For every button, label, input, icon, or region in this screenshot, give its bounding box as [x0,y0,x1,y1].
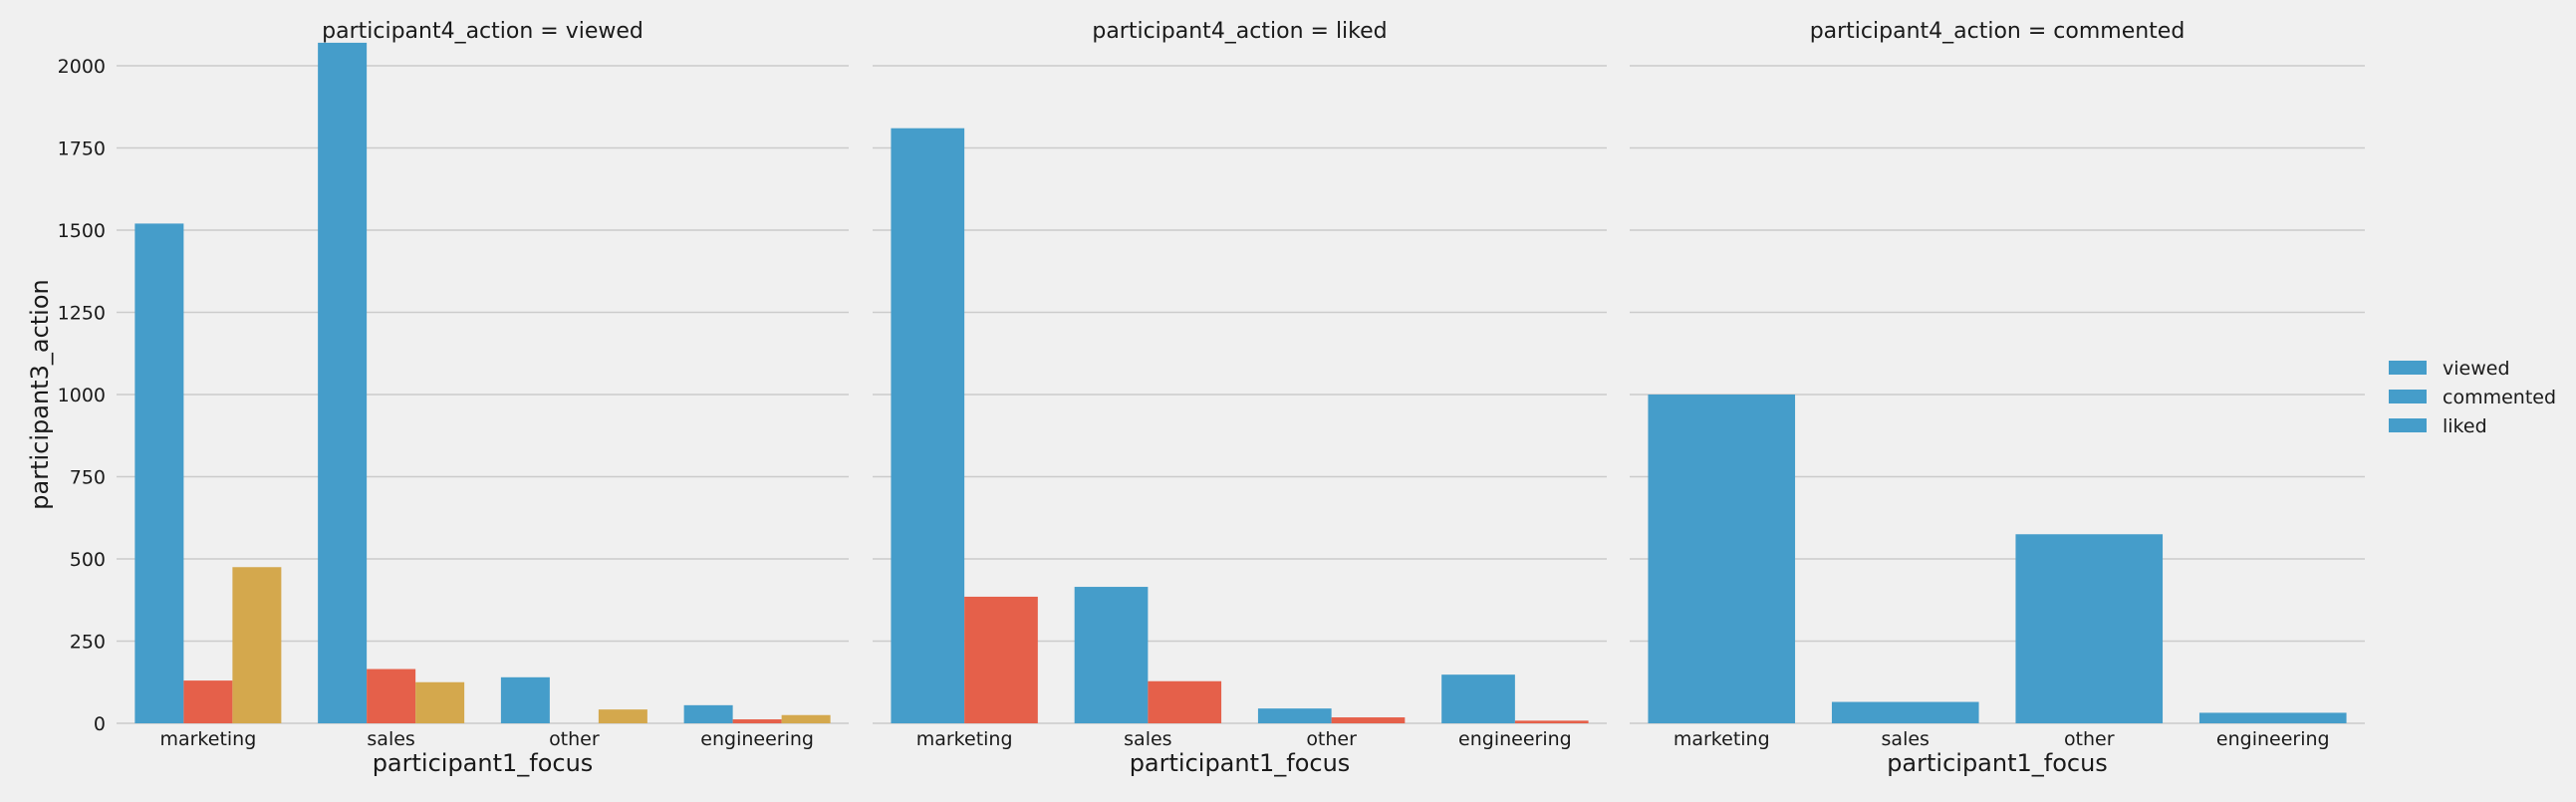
legend-label-liked: liked [2443,415,2487,437]
x-tick-label-facet1-other: other [549,728,600,750]
y-axis-label: participant3_action [26,279,54,509]
x-axis-label-facet3: participant1_focus [1887,749,2108,777]
x-tick-label-facet1-engineering: engineering [700,728,814,750]
bar-facet1-engineering-s1 [683,704,733,723]
legend-swatch-viewed [2389,361,2427,375]
legend-label-viewed: viewed [2443,358,2510,380]
bar-facet3-engineering-s1 [2198,712,2347,723]
facet-title-1: participant4_action = viewed [322,19,644,44]
bar-facet2-sales-s2 [1148,680,1222,723]
y-tick-label-3: 750 [70,467,106,489]
bar-facet1-sales-s1 [318,42,368,723]
x-tick-label-facet3-marketing: marketing [1674,728,1770,750]
y-tick-label-1: 250 [70,632,106,654]
legend-swatch-commented [2389,390,2427,403]
x-tick-label-facet3-sales: sales [1882,728,1930,750]
bar-facet3-other-s1 [2015,534,2164,723]
x-tick-label-facet1-sales: sales [367,728,414,750]
facet-title-3: participant4_action = commented [1810,19,2186,44]
x-tick-label-facet2-engineering: engineering [1458,728,1572,750]
bar-facet1-engineering-s2 [732,719,782,723]
bar-facet3-marketing-s1 [1648,395,1796,723]
bar-facet3-sales-s1 [1831,701,1979,723]
legend-label-commented: commented [2443,387,2556,408]
x-tick-label-facet2-other: other [1306,728,1357,750]
facet-title-2: participant4_action = liked [1092,19,1387,44]
bar-facet1-marketing-s1 [134,223,184,723]
x-tick-label-facet2-sales: sales [1124,728,1171,750]
x-tick-label-facet3-engineering: engineering [2216,728,2330,750]
bar-facet1-other-s3 [598,709,647,723]
bar-facet2-marketing-s1 [891,128,965,723]
bar-facet2-other-s1 [1257,708,1332,723]
y-tick-label-7: 1750 [58,138,106,160]
y-tick-label-4: 1000 [58,385,106,406]
x-tick-label-facet3-other: other [2064,728,2115,750]
bar-facet1-marketing-s2 [183,680,233,723]
bar-facet1-other-s1 [500,676,550,723]
bar-facet2-engineering-s1 [1441,674,1515,723]
bar-facet1-engineering-s3 [781,714,831,723]
y-tick-label-5: 1250 [58,303,106,325]
bar-facet2-engineering-s2 [1514,720,1589,723]
y-tick-label-6: 1500 [58,220,106,242]
bar-facet2-marketing-s2 [964,596,1038,723]
y-tick-label-2: 500 [70,549,106,571]
x-tick-label-facet1-marketing: marketing [159,728,256,750]
bar-facet2-other-s2 [1331,717,1406,723]
legend-swatch-liked [2389,418,2427,432]
x-tick-label-facet2-marketing: marketing [916,728,1013,750]
y-tick-label-0: 0 [94,713,106,735]
bar-facet2-sales-s1 [1074,587,1149,723]
x-axis-label-facet1: participant1_focus [373,749,594,777]
x-axis-label-facet2: participant1_focus [1130,749,1351,777]
bar-facet1-marketing-s3 [232,567,282,723]
bar-facet1-sales-s2 [367,668,416,723]
bar-facet1-sales-s3 [415,681,465,723]
y-tick-label-8: 2000 [58,56,106,78]
